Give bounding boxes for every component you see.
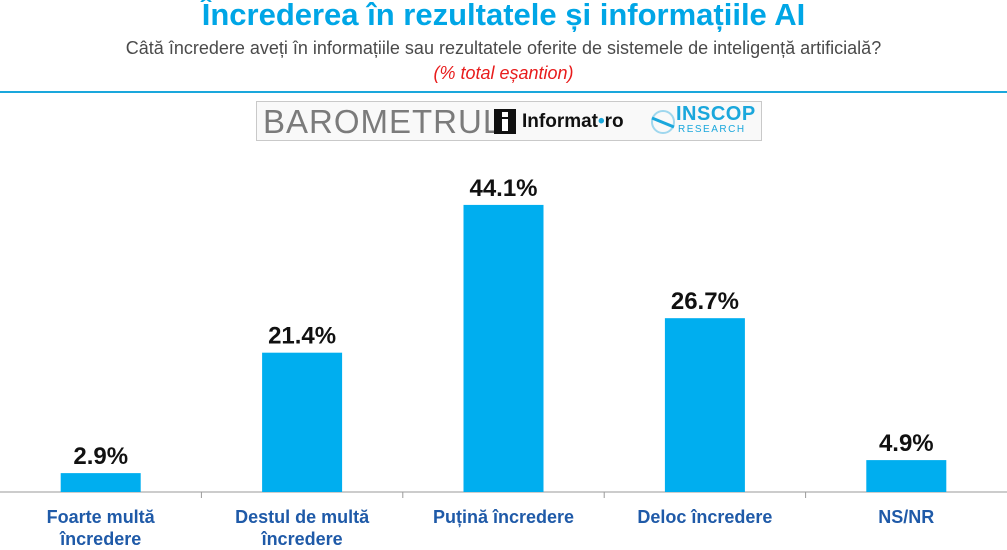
informat-suffix: ro [604, 111, 624, 132]
inscop-globe-icon [651, 110, 675, 134]
data-label: 4.9% [879, 430, 934, 457]
data-label: 44.1% [469, 175, 537, 202]
category-label: NS/NR [878, 507, 934, 527]
research-wordmark: RESEARCH [678, 124, 746, 135]
category-label: Puțină încredere [433, 507, 574, 527]
survey-question: Câtă încredere aveți în informațiile sau… [125, 38, 882, 58]
bar [866, 460, 947, 492]
informat-wordmark: Informat•ro [522, 111, 624, 133]
category-label: Deloc încredere [637, 507, 772, 527]
data-label: 26.7% [671, 288, 739, 315]
barometru-wordmark: BAROMETRUL [263, 103, 503, 140]
bar [262, 352, 343, 492]
chart-title: Încrederea în rezultatele și informațiil… [201, 0, 806, 32]
sample-note: (% total eșantion) [433, 63, 574, 83]
inscop-wordmark: INSCOP [676, 103, 756, 125]
category-label: Foarte multă [47, 507, 156, 527]
header-divider [0, 91, 1007, 93]
data-label: 2.9% [73, 443, 128, 470]
informat-i-icon [494, 109, 516, 134]
category-label: Destul de multă [235, 507, 370, 527]
category-label: încredere [261, 529, 343, 549]
bar [463, 204, 544, 492]
barometer-logo-banner: BAROMETRUL Informat•ro INSCOP RESEARCH [256, 101, 762, 141]
category-label: încredere [59, 529, 141, 549]
data-label: 21.4% [268, 323, 336, 350]
informat-name: Informat [522, 111, 598, 132]
informat-dot: • [598, 111, 605, 132]
bar [664, 318, 745, 492]
bar [60, 473, 141, 492]
